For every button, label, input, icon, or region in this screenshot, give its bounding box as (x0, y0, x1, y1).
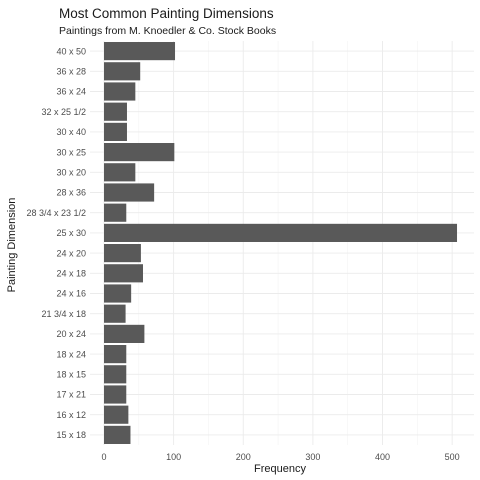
bar (104, 62, 141, 81)
y-axis-title: Painting Dimension (6, 198, 18, 293)
bar (104, 244, 141, 263)
bar (104, 163, 136, 182)
y-tick-label: 20 x 24 (56, 329, 86, 339)
bar (104, 284, 132, 303)
y-tick-label: 30 x 40 (56, 127, 86, 137)
y-tick-label: 36 x 28 (56, 67, 86, 77)
bar (104, 122, 127, 141)
bar (104, 183, 155, 202)
x-tick-label: 500 (445, 452, 460, 462)
chart-subtitle: Paintings from M. Knoedler & Co. Stock B… (59, 25, 276, 37)
bar (104, 425, 131, 444)
x-axis-title: Frequency (254, 463, 306, 475)
y-tick-label: 28 x 36 (56, 188, 86, 198)
bar (104, 82, 136, 101)
x-tick-label: 300 (305, 452, 320, 462)
bar (104, 42, 176, 61)
x-axis-tick-labels: 0 100 200 300 400 500 (101, 452, 459, 462)
bar (104, 264, 143, 283)
y-tick-label: 18 x 24 (56, 349, 86, 359)
y-tick-label: 24 x 18 (56, 269, 86, 279)
x-tick-label: 400 (375, 452, 390, 462)
x-tick-label: 100 (166, 452, 181, 462)
bar (104, 324, 145, 343)
bar (104, 345, 127, 364)
y-tick-label: 25 x 30 (56, 228, 86, 238)
chart-title: Most Common Painting Dimensions (59, 6, 274, 21)
y-tick-label: 24 x 20 (56, 248, 86, 258)
y-tick-label: 28 3/4 x 23 1/2 (26, 208, 86, 218)
y-tick-label: 18 x 15 (56, 370, 86, 380)
y-tick-label: 16 x 12 (56, 410, 86, 420)
y-tick-label: 30 x 20 (56, 168, 86, 178)
y-tick-label: 17 x 21 (56, 390, 86, 400)
bar (104, 102, 127, 121)
bar (104, 143, 175, 162)
y-tick-label: 36 x 24 (56, 87, 86, 97)
bar (104, 385, 127, 404)
grid (90, 41, 474, 445)
y-tick-label: 15 x 18 (56, 430, 86, 440)
bar (104, 365, 127, 384)
y-tick-label: 40 x 50 (56, 46, 86, 56)
bar (104, 304, 126, 323)
x-tick-label: 0 (101, 452, 106, 462)
y-axis-tick-labels: 40 x 50 36 x 28 36 x 24 32 x 25 1/2 30 x 40 3… (26, 46, 86, 440)
bar (104, 223, 458, 242)
y-tick-label: 32 x 25 1/2 (41, 107, 86, 117)
x-tick-label: 200 (236, 452, 251, 462)
bar (104, 203, 127, 222)
bars (104, 42, 458, 444)
y-tick-label: 30 x 25 (56, 147, 86, 157)
bar (104, 405, 129, 424)
y-tick-label: 24 x 16 (56, 289, 86, 299)
y-tick-label: 21 3/4 x 18 (41, 309, 86, 319)
